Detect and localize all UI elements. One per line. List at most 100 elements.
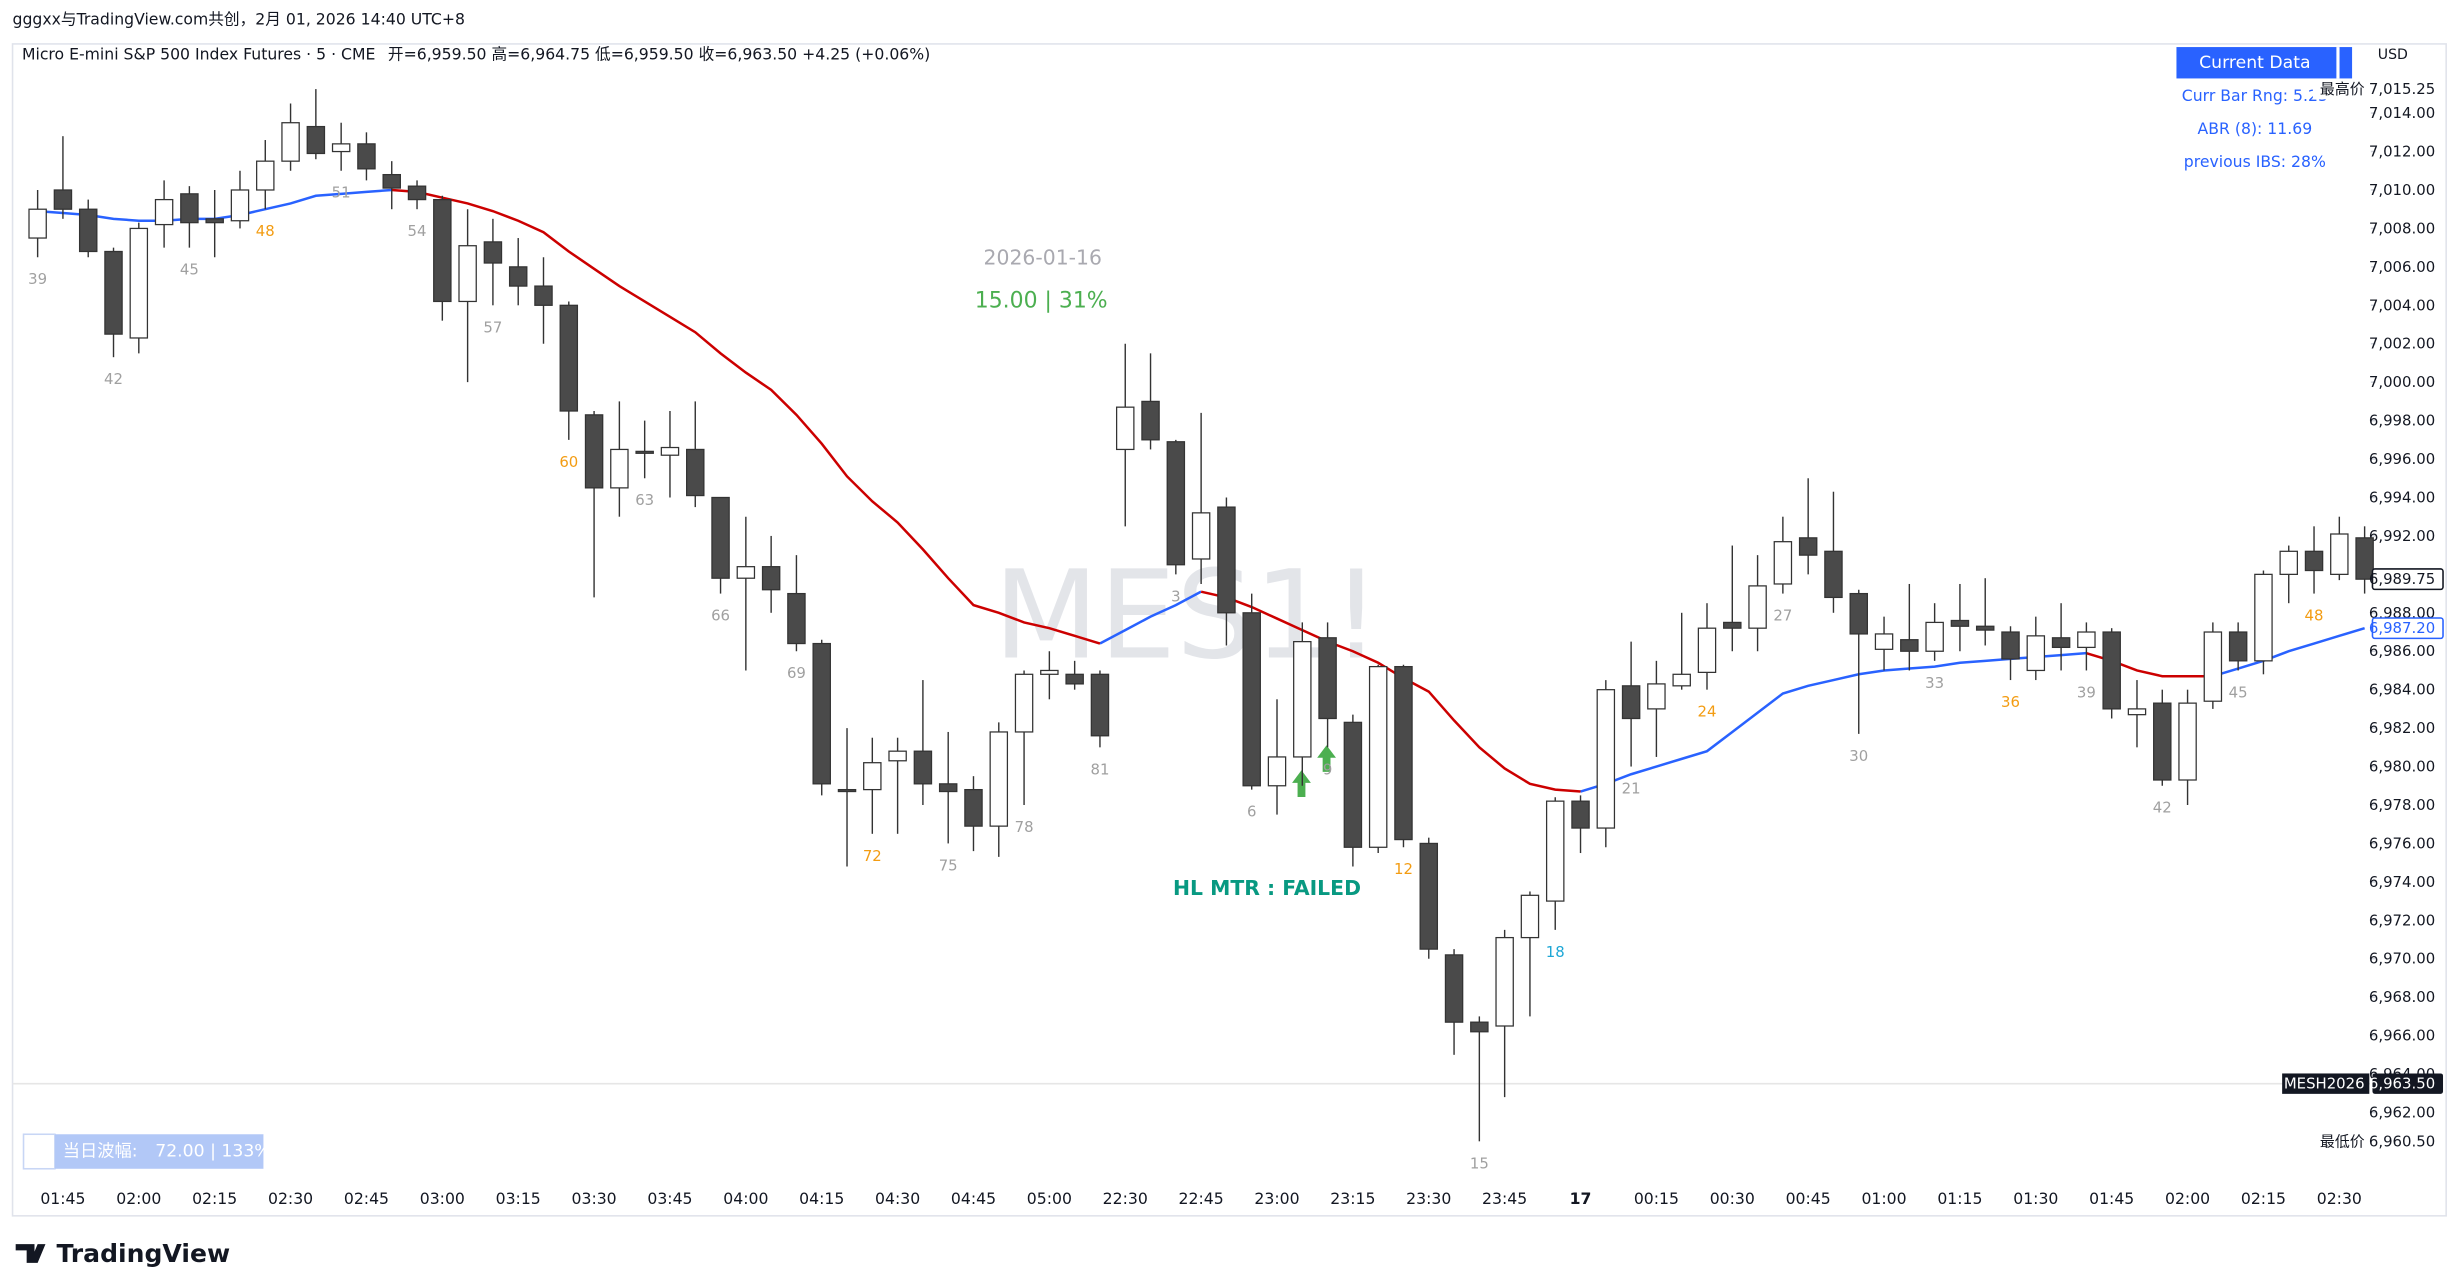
panel-title: Current Data [2199,53,2310,73]
candle-body [1900,639,1919,652]
candle-body [1697,627,1717,674]
x-tick-label: 01:45 [40,1189,85,1208]
bar-count: 15 [1470,1154,1489,1172]
bar-count: 42 [2153,799,2172,817]
price-tag-label: 6,963.50 [2369,1075,2435,1093]
candle-body [711,496,730,579]
x-tick-label: 03:15 [496,1189,541,1208]
candle-body [2355,537,2374,580]
candle-body [686,448,705,497]
bar-count: 78 [1015,818,1034,836]
x-tick-label: 23:00 [1254,1189,1299,1208]
price-tag-caption: MESH2026 [2284,1075,2365,1093]
candle-body [230,189,250,222]
candle-body [1318,637,1337,720]
x-tick-label: 23:45 [1482,1189,1527,1208]
price-tag [2371,568,2444,591]
candle-body [205,218,224,224]
candle-body [2203,631,2223,702]
y-tick-label: 6,982.00 [2369,719,2435,737]
x-tick-label: 01:30 [2013,1189,2058,1208]
candle-body [787,592,806,645]
symbol-line: Micro E-mini S&P 500 Index Futures · 5 ·… [22,44,930,63]
candle-body [2001,631,2020,660]
candle-body [154,198,174,226]
candle-body [2178,702,2197,781]
y-tick-label: 6,994.00 [2369,488,2435,506]
signal-arrow [1317,745,1336,772]
candle-body [1950,619,1970,627]
bar-count: 48 [256,222,275,240]
price-tag-caption-box [2312,1131,2370,1152]
candle-body [1394,665,1413,841]
y-tick-label: 6,998.00 [2369,412,2435,430]
y-tick-label: 7,012.00 [2369,143,2435,161]
price-tag-label: 6,960.50 [2369,1132,2435,1150]
bar-count: 18 [1546,943,1565,961]
x-tick-label: 04:45 [951,1189,996,1208]
bar-count: 69 [787,664,806,682]
candle-body [1444,954,1464,1023]
candle-body [2254,573,2273,662]
bar-count: 54 [408,222,427,240]
candle-body [357,143,376,170]
candle-body [761,566,781,591]
price-tag-caption: 最高价 [2320,80,2365,98]
candle-body [256,160,275,191]
x-tick-label: 02:30 [268,1189,313,1208]
bar-count: 42 [104,370,123,388]
candle-body [1267,756,1287,787]
bar-count: 45 [180,261,199,279]
x-tick-label: 01:00 [1861,1189,1906,1208]
panel-header [2176,47,2353,79]
annotation-stat: 15.00 | 31% [975,289,1108,314]
annotation-signal: HL MTR : FAILED [1173,876,1361,900]
x-tick-label: 02:15 [192,1189,237,1208]
candle-body [129,227,149,339]
candle-body [483,241,503,264]
bar-count: 48 [2305,607,2324,625]
candle-body [964,788,983,827]
x-tick-label: 03:45 [647,1189,692,1208]
candle-body [2127,708,2147,716]
candle-body [2051,637,2071,649]
candle-body [1115,406,1135,451]
bar-count: 21 [1622,780,1641,798]
x-tick-label: 02:15 [2241,1189,2286,1208]
y-tick-label: 7,006.00 [2369,258,2435,276]
bar-count: 66 [711,607,730,625]
candle-body [660,446,680,456]
bar-count: 39 [28,270,47,288]
candle-body [812,642,831,785]
y-tick-label: 7,004.00 [2369,296,2435,314]
candle-body [306,125,326,155]
y-tick-label: 6,986.00 [2369,642,2435,660]
y-tick-label: 6,968.00 [2369,988,2435,1006]
day-range-label: 当日波幅: [63,1142,138,1162]
candle-body [584,414,604,489]
candle-body [2304,550,2324,572]
y-tick-label: 6,976.00 [2369,834,2435,852]
price-tag-label: 6,989.75 [2369,570,2435,588]
chart-pane [11,43,2447,1217]
candle-body [382,173,401,189]
candle-body [2228,631,2248,662]
y-tick-label: 6,980.00 [2369,758,2435,776]
candle-body [610,448,629,489]
bar-count: 27 [1773,607,1792,625]
candle-body [28,208,47,239]
candle-body [1217,506,1236,614]
price-tag [2372,1073,2444,1094]
candle-body [78,208,98,253]
candle-body [1014,673,1034,733]
bar-count: 63 [635,491,654,509]
bar-count: 33 [1925,674,1944,692]
y-tick-label: 7,010.00 [2369,181,2435,199]
candle-body [1824,550,1843,599]
candle-body [1621,685,1641,720]
header: gggxx与TradingView.com共创，2月 01, 2026 14:4… [13,9,465,28]
x-tick-label: 00:30 [1710,1189,1755,1208]
bar-count: 39 [2077,683,2096,701]
candle-body [1520,894,1540,939]
panel-divider [2336,47,2340,79]
